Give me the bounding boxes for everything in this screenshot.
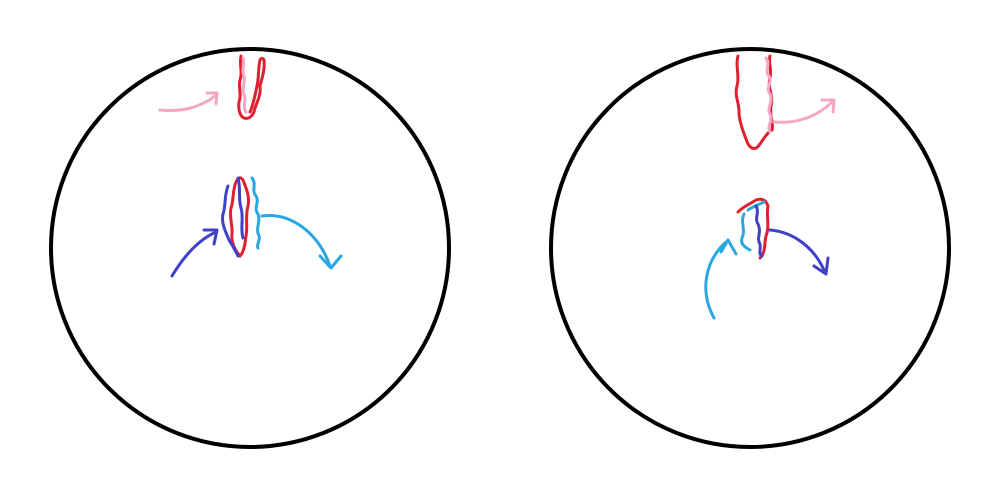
right-panel xyxy=(549,47,951,449)
right-top-pink-wave xyxy=(764,56,773,134)
left-center-arrow-in xyxy=(170,228,219,278)
left-top-pink-wave xyxy=(241,56,248,114)
left-top-red-outline xyxy=(237,54,266,120)
right-circle xyxy=(549,47,951,449)
left-center-arrow-out xyxy=(260,214,343,270)
right-center-arrow-in xyxy=(704,238,738,320)
left-circle xyxy=(49,47,451,449)
right-top-arrow xyxy=(772,98,836,124)
left-top-arrow xyxy=(158,91,219,112)
left-center-red-outline xyxy=(228,176,250,258)
left-top-feature xyxy=(237,54,266,120)
left-center-indigo-outline xyxy=(221,176,245,258)
right-top-feature xyxy=(734,54,774,150)
left-center-blue-wave xyxy=(250,176,261,250)
right-center-red-outline xyxy=(736,197,770,260)
left-center-feature xyxy=(221,176,261,258)
left-panel xyxy=(49,47,451,449)
right-center-feature xyxy=(736,197,770,260)
right-center-arrow-out xyxy=(768,228,830,276)
right-center-indigo-wave xyxy=(754,204,764,258)
